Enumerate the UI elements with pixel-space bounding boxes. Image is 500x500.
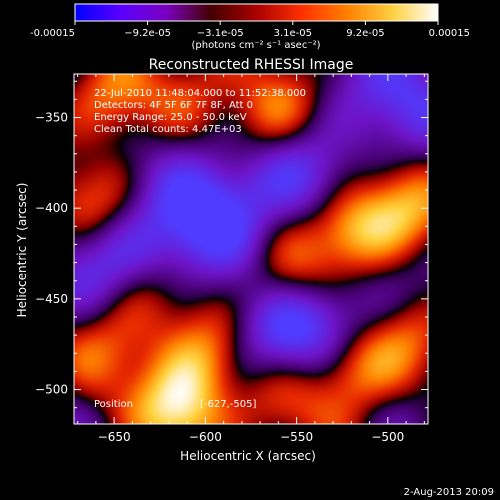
colorbar-unit-label: (photons cm⁻² s⁻¹ asec⁻²)	[191, 40, 320, 51]
y-tick-label: −400	[35, 201, 68, 215]
colorbar-tick-label: 9.2e-05	[346, 28, 384, 39]
annotation-block: 22-Jul-2010 11:48:04.000 to 11:52:38.000…	[94, 88, 306, 135]
y-axis-label: Heliocentric Y (arcsec)	[15, 183, 29, 318]
position-value: [-627,-505]	[200, 399, 256, 410]
colorbar-ticks: -0.00015 −9.2e-05 −3.1e-05 3.1e-05 9.2e-05 0.…	[30, 21, 470, 39]
colorbar-tick-label: 0.00015	[429, 28, 470, 39]
axis-ticks: −650 −600 −550 −500 −350 −400 −450 −500	[35, 74, 428, 444]
annotation-detectors: Detectors: 4F 5F 6F 7F 8F, Att 0	[94, 100, 253, 111]
annotation-energy-range: Energy Range: 25.0 - 50.0 keV	[94, 112, 247, 123]
annotation-clean-counts: Clean Total counts: 4.47E+03	[94, 124, 242, 135]
y-tick-label: −500	[35, 383, 68, 397]
position-label: Position	[94, 399, 133, 410]
colorbar-tick-label: −9.2e-05	[124, 28, 171, 39]
x-tick-label: −550	[280, 430, 313, 444]
y-tick-label: −450	[35, 292, 68, 306]
x-tick-label: −500	[371, 430, 404, 444]
y-tick-label: −350	[35, 111, 68, 125]
chart-title: Reconstructed RHESSI Image	[149, 57, 354, 73]
plot-frame	[73, 73, 429, 425]
annotation-time-range: 22-Jul-2010 11:48:04.000 to 11:52:38.000	[94, 88, 306, 99]
footer-timestamp: 2-Aug-2013 20:09	[404, 487, 494, 498]
colorbar-tick-label: −3.1e-05	[197, 28, 244, 39]
x-tick-label: −600	[189, 430, 222, 444]
x-tick-label: −650	[98, 430, 131, 444]
x-axis-label: Heliocentric X (arcsec)	[180, 449, 316, 463]
colorbar	[74, 3, 439, 22]
heatmap-image	[74, 74, 428, 424]
colorbar-tick-label: -0.00015	[30, 28, 75, 39]
colorbar-tick-label: 3.1e-05	[274, 28, 312, 39]
